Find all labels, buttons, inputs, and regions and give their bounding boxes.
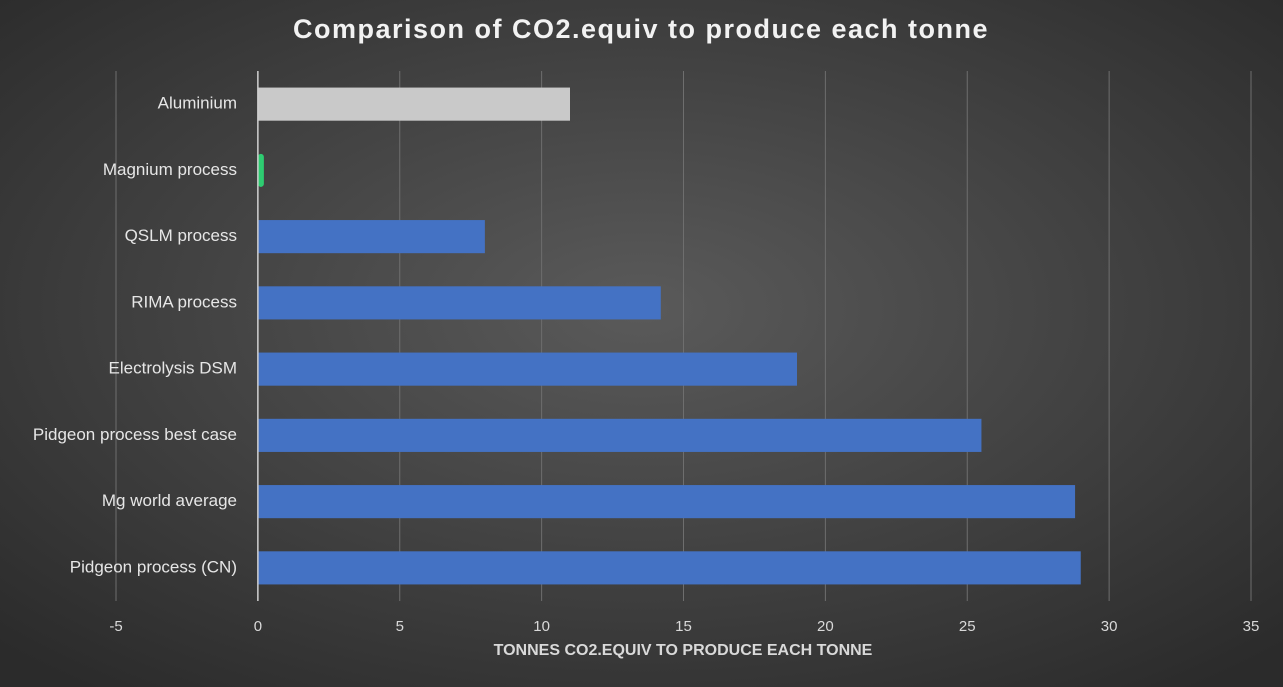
x-tick-label: 20 [817, 618, 834, 635]
bar [257, 286, 661, 320]
y-tick-label: RIMA process [131, 292, 237, 311]
x-tick-label: 10 [533, 618, 550, 635]
x-axis-title: TONNES CO2.EQUIV TO PRODUCE EACH TONNE [494, 642, 873, 659]
y-tick-label: Aluminium [158, 94, 237, 113]
y-tick-label: QSLM process [125, 226, 237, 245]
y-tick-label: Mg world average [102, 491, 237, 510]
bar [257, 551, 1081, 585]
bar [257, 153, 264, 187]
y-tick-label: Pidgeon process best case [33, 425, 237, 444]
bar [257, 418, 982, 452]
bar [257, 87, 570, 121]
x-tick-label: 30 [1101, 618, 1118, 635]
bar [257, 220, 485, 254]
y-tick-label: Pidgeon process (CN) [70, 557, 237, 576]
x-tick-label: -5 [109, 618, 122, 635]
y-tick-label: Magnium process [103, 160, 237, 179]
bar [257, 352, 797, 386]
x-tick-label: 5 [396, 618, 404, 635]
x-tick-label: 0 [254, 618, 262, 635]
y-tick-label: Electrolysis DSM [109, 359, 237, 378]
x-tick-label: 15 [675, 618, 692, 635]
bar [257, 485, 1076, 519]
chart-title: Comparison of CO2.equiv to produce each … [293, 14, 989, 44]
x-tick-label: 35 [1243, 618, 1260, 635]
x-tick-label: 25 [959, 618, 976, 635]
